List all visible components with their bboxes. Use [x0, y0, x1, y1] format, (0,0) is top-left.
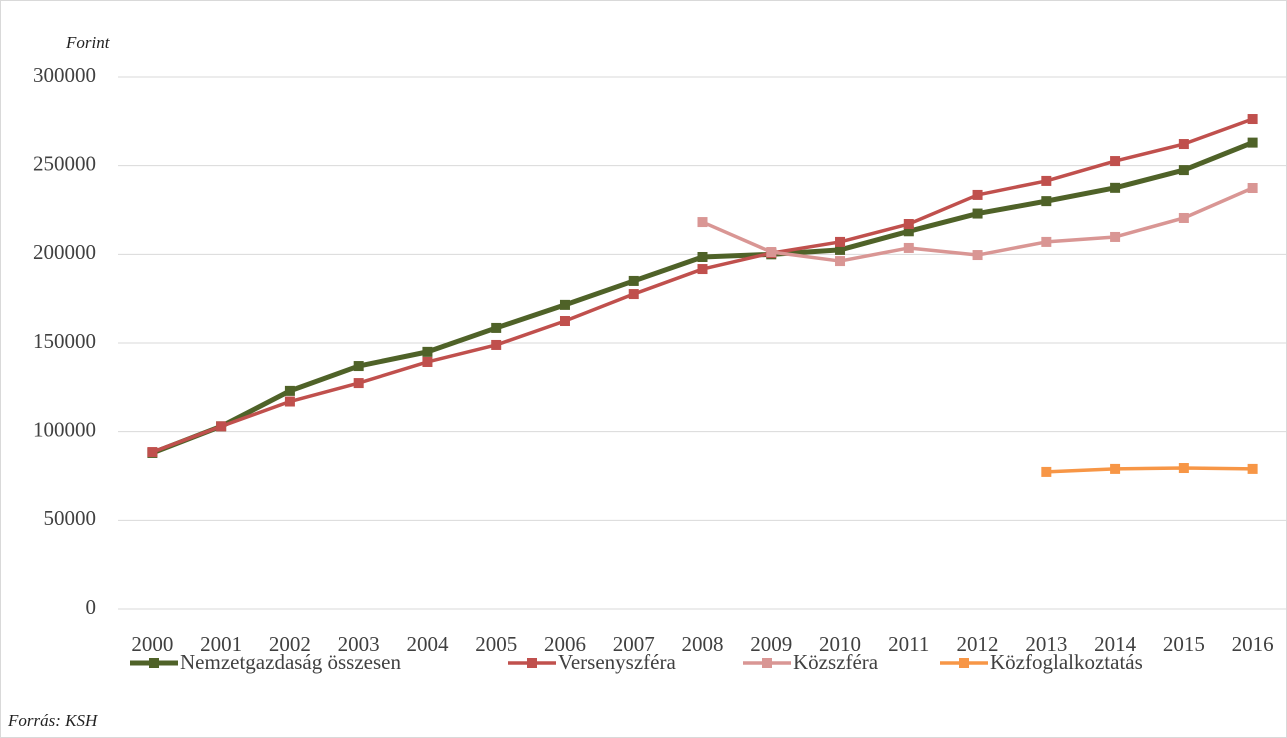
y-tick-label: 50000	[44, 506, 97, 530]
data-point	[697, 251, 708, 262]
data-point	[559, 316, 570, 327]
data-point	[559, 299, 570, 310]
data-point	[1247, 137, 1258, 148]
data-point	[903, 242, 914, 253]
data-point	[491, 322, 502, 333]
x-tick-label: 2013	[1025, 632, 1067, 656]
data-point	[903, 219, 914, 230]
data-point	[1041, 196, 1052, 207]
data-point	[353, 378, 364, 389]
data-point	[972, 208, 983, 219]
data-point	[835, 256, 846, 267]
data-point	[422, 356, 433, 367]
data-point	[353, 361, 364, 372]
data-point	[1110, 182, 1121, 193]
y-tick-label: 200000	[33, 240, 96, 264]
data-point	[284, 385, 295, 396]
data-point	[1247, 463, 1258, 474]
data-point	[491, 339, 502, 350]
y-tick-label: 100000	[33, 417, 96, 441]
data-point	[697, 264, 708, 275]
x-tick-label: 2004	[406, 632, 449, 656]
source-note: Forrás: KSH	[7, 711, 99, 730]
y-tick-label: 250000	[33, 151, 96, 175]
data-point	[1178, 212, 1189, 223]
data-point	[1041, 466, 1052, 477]
legend-label: Közfoglalkoztatás	[990, 650, 1143, 674]
x-tick-label: 2000	[131, 632, 173, 656]
x-tick-label: 2005	[475, 632, 517, 656]
data-point	[147, 447, 158, 458]
data-point	[284, 396, 295, 407]
legend-marker	[149, 658, 159, 668]
y-tick-label: 300000	[33, 63, 96, 87]
data-point	[1178, 139, 1189, 150]
x-tick-label: 2007	[613, 632, 655, 656]
data-point	[903, 226, 914, 237]
data-point	[1041, 236, 1052, 247]
legend-marker	[762, 658, 772, 668]
data-point	[697, 217, 708, 228]
x-tick-label: 2003	[338, 632, 380, 656]
data-point	[1178, 463, 1189, 474]
data-point	[835, 244, 846, 255]
data-point	[835, 236, 846, 247]
y-axis-label: Forint	[65, 33, 111, 52]
x-tick-label: 2015	[1163, 632, 1205, 656]
data-point	[1041, 175, 1052, 186]
x-tick-label: 2016	[1232, 632, 1274, 656]
x-tick-label: 2006	[544, 632, 586, 656]
x-tick-label: 2008	[682, 632, 724, 656]
legend-marker	[959, 658, 969, 668]
data-point	[1110, 463, 1121, 474]
data-point	[766, 247, 777, 258]
x-tick-label: 2010	[819, 632, 861, 656]
legend-marker	[527, 658, 537, 668]
data-point	[628, 275, 639, 286]
data-point	[1247, 183, 1258, 194]
y-tick-label: 150000	[33, 329, 96, 353]
data-point	[1247, 114, 1258, 125]
x-tick-label: 2011	[888, 632, 929, 656]
data-point	[628, 289, 639, 300]
x-tick-label: 2002	[269, 632, 311, 656]
series-line	[1046, 466, 1253, 474]
data-point	[1178, 165, 1189, 176]
data-point	[216, 421, 227, 432]
y-tick-label: 0	[86, 595, 97, 619]
x-tick-label: 2009	[750, 632, 792, 656]
x-tick-label: 2001	[200, 632, 242, 656]
x-tick-label: 2014	[1094, 632, 1137, 656]
legend-label: Versenyszféra	[558, 650, 676, 674]
legend-label: Közszféra	[793, 650, 879, 674]
data-point	[972, 250, 983, 261]
data-point	[1110, 231, 1121, 242]
data-point	[972, 189, 983, 200]
legend-label: Nemzetgazdaság összesen	[180, 650, 401, 674]
data-point	[422, 346, 433, 357]
x-tick-label: 2012	[957, 632, 999, 656]
data-point	[1110, 156, 1121, 167]
